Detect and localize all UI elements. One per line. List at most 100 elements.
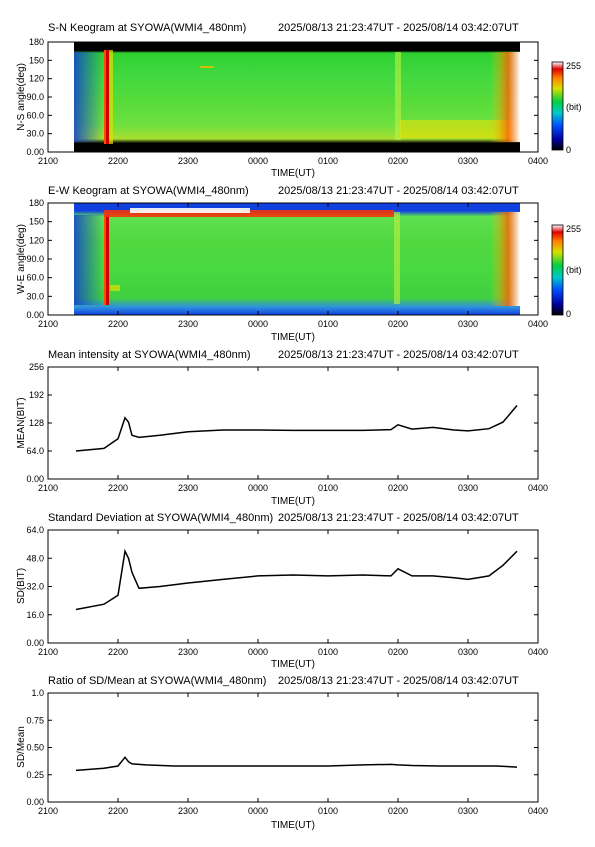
ratio-x-tick-label: 2200 [108,806,128,816]
sn-keogram-y-ticks: 0.00 30.0 60.0 90.0 120 150 180 [26,37,538,157]
ratio-ylabel: SD/Mean [16,726,27,768]
sd-title: Standard Deviation at SYOWA(WMI4_480nm) [48,512,273,524]
ew-x-tick-label: 2200 [108,319,128,329]
mean-x-tick-label: 0200 [388,483,408,493]
ratio-panel: Ratio of SD/Mean at SYOWA(WMI4_480nm) 20… [16,675,548,831]
ratio-title: Ratio of SD/Mean at SYOWA(WMI4_480nm) [48,675,266,687]
ratio-x-ticks: 2100 2200 2300 0000 0100 0200 0300 0400 [38,693,548,816]
ratio-x-tick-label: 0200 [388,806,408,816]
ratio-y-tick-label: 1.0 [31,688,44,698]
ew-x-tick-label: 0100 [318,319,338,329]
sn-y-tick-label: 180 [29,37,44,47]
mean-x-tick-label: 2300 [178,483,198,493]
sd-x-tick-label: 2200 [108,647,128,657]
sn-x-tick-label: 2200 [108,156,128,166]
ew-keogram-image [48,203,538,315]
ew-keogram-x-ticks: 2100 2200 2300 0000 0100 0200 0300 0400 [38,203,548,329]
sn-y-tick-label: 90.0 [26,92,44,102]
sd-x-tick-label: 2100 [38,647,58,657]
ew-keogram-time-range: 2025/08/13 21:23:47UT - 2025/08/14 03:42… [278,185,519,197]
sn-y-tick-label: 60.0 [26,110,44,120]
ew-y-tick-label: 0.00 [26,310,44,320]
sd-x-tick-label: 0200 [388,647,408,657]
ratio-x-tick-label: 0400 [528,806,548,816]
ew-colorbar [551,224,564,316]
sd-ylabel: SD(BIT) [16,568,27,604]
sd-x-tick-label: 0000 [248,647,268,657]
sd-y-tick-label: 16.0 [26,610,44,620]
ew-colorbar-min: 0 [566,309,571,319]
sn-x-tick-label: 0000 [248,156,268,166]
sd-x-tick-label: 0400 [528,647,548,657]
sd-panel: Standard Deviation at SYOWA(WMI4_480nm) … [16,512,548,670]
ratio-time-range: 2025/08/13 21:23:47UT - 2025/08/14 03:42… [278,675,519,687]
ratio-x-tick-label: 0300 [458,806,478,816]
ratio-x-tick-label: 2100 [38,806,58,816]
mean-x-tick-label: 2200 [108,483,128,493]
ratio-y-tick-label: 0.00 [26,797,44,807]
sd-xlabel: TIME(UT) [271,659,315,670]
sd-y-tick-label: 64.0 [26,525,44,535]
ew-x-tick-label: 0000 [248,319,268,329]
mean-y-tick-label: 192 [29,390,44,400]
mean-y-ticks: 0.00 64.0 128 192 256 [26,362,538,484]
sn-keogram-ylabel: N-S angle(deg) [16,63,27,131]
sn-colorbar-min: 0 [566,145,571,155]
mean-series-line [75,405,518,452]
sd-time-range: 2025/08/13 21:23:47UT - 2025/08/14 03:42… [278,512,519,524]
mean-x-tick-label: 0300 [458,483,478,493]
mean-xlabel: TIME(UT) [271,496,315,507]
mean-y-tick-label: 256 [29,362,44,372]
sd-x-tick-label: 0300 [458,647,478,657]
mean-title: Mean intensity at SYOWA(WMI4_480nm) [48,349,251,361]
ew-y-tick-label: 90.0 [26,254,44,264]
sd-y-tick-label: 0.00 [26,638,44,648]
ratio-y-tick-label: 0.25 [26,770,44,780]
mean-panel: Mean intensity at SYOWA(WMI4_480nm) 2025… [16,349,548,507]
sn-colorbar-unit: (bit) [566,102,582,112]
sn-y-tick-label: 150 [29,55,44,65]
ew-x-tick-label: 2300 [178,319,198,329]
ew-y-tick-label: 150 [29,217,44,227]
sd-x-ticks: 2100 2200 2300 0000 0100 0200 0300 0400 [38,530,548,657]
sn-keogram-x-ticks: 2100 2200 2300 0000 0100 0200 0300 0400 [38,42,548,166]
ratio-x-tick-label: 0000 [248,806,268,816]
sn-colorbar [551,61,564,151]
sn-y-tick-label: 30.0 [26,129,44,139]
mean-y-tick-label: 128 [29,418,44,428]
ew-colorbar-unit: (bit) [566,265,582,275]
ew-keogram-panel: E-W Keogram at SYOWA(WMI4_480nm) 2025/08… [16,185,582,343]
ew-keogram-y-ticks: 0.00 30.0 60.0 90.0 120 150 180 [26,198,538,320]
sd-y-tick-label: 32.0 [26,582,44,592]
sd-x-tick-label: 0100 [318,647,338,657]
sn-keogram-panel: S-N Keogram at SYOWA(WMI4_480nm) 2025/08… [16,22,582,179]
sn-y-tick-label: 120 [29,74,44,84]
ratio-series-line [75,756,518,772]
sn-x-tick-label: 0300 [458,156,478,166]
sn-x-tick-label: 0200 [388,156,408,166]
ratio-x-tick-label: 2300 [178,806,198,816]
sn-y-tick-label: 0.00 [26,147,44,157]
ew-x-tick-label: 0400 [528,319,548,329]
sn-x-tick-label: 0400 [528,156,548,166]
sn-keogram-image [48,42,538,152]
mean-x-ticks: 2100 2200 2300 0000 0100 0200 0300 0400 [38,367,548,493]
ratio-xlabel: TIME(UT) [271,820,315,831]
sd-series-line [75,548,518,611]
sd-y-ticks: 0.00 16.0 32.0 48.0 64.0 [26,525,538,648]
ew-keogram-ylabel: W-E angle(deg) [16,224,27,294]
sn-keogram-xlabel: TIME(UT) [271,168,315,179]
ew-x-tick-label: 0200 [388,319,408,329]
ew-y-tick-label: 60.0 [26,273,44,283]
ew-keogram-title: E-W Keogram at SYOWA(WMI4_480nm) [48,185,249,197]
ew-x-tick-label: 0300 [458,319,478,329]
sd-y-tick-label: 48.0 [26,553,44,563]
ratio-y-tick-label: 0.75 [26,715,44,725]
mean-x-tick-label: 0400 [528,483,548,493]
ratio-plot-frame [47,692,539,803]
mean-x-tick-label: 2100 [38,483,58,493]
ew-colorbar-max: 255 [566,224,581,234]
ratio-y-ticks: 0.00 0.25 0.50 0.75 1.0 [26,688,538,807]
ew-y-tick-label: 120 [29,235,44,245]
